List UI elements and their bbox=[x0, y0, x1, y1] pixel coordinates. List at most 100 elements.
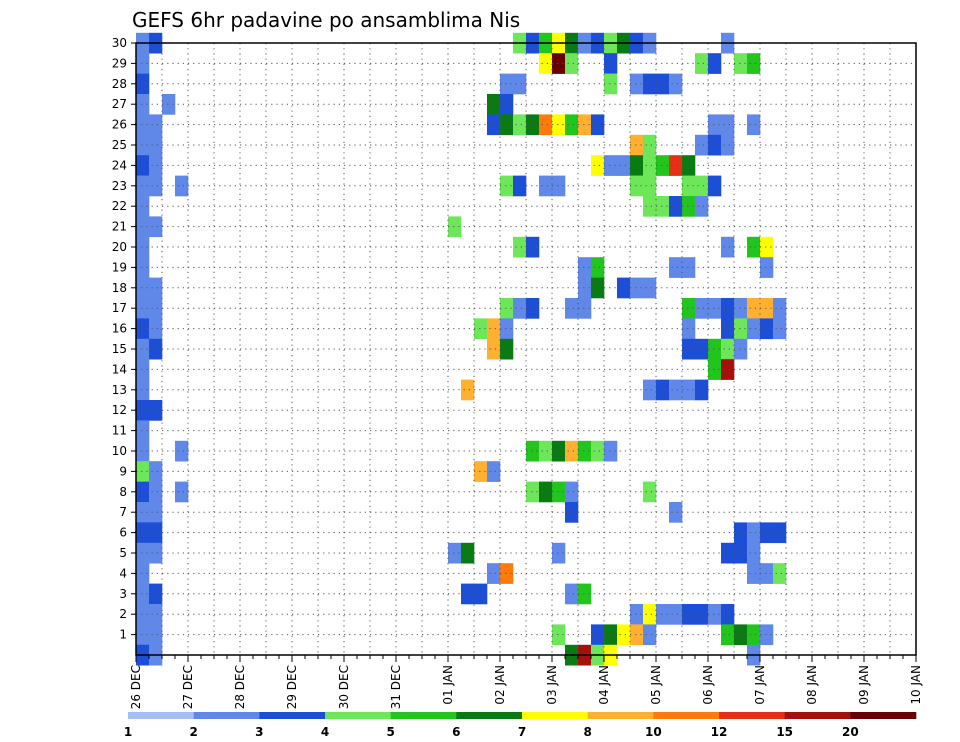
heatmap-cell bbox=[604, 53, 618, 74]
heatmap-cell bbox=[630, 73, 644, 95]
heatmap-cell bbox=[474, 318, 488, 340]
x-tick-label: 05 JAN bbox=[649, 665, 663, 705]
heatmap-cell bbox=[643, 624, 657, 646]
y-tick-label: 3 bbox=[119, 587, 127, 601]
heatmap-cell bbox=[630, 134, 644, 156]
heatmap-cell bbox=[656, 604, 670, 625]
heatmap-cell bbox=[747, 624, 761, 646]
heatmap-cell bbox=[149, 542, 163, 564]
x-tick-label: 31 DEC bbox=[389, 665, 403, 709]
legend-label: 20 bbox=[842, 725, 859, 739]
heatmap-cell bbox=[630, 175, 644, 197]
heatmap-cell bbox=[591, 277, 605, 299]
chart-title: GEFS 6hr padavine po ansamblima Nis bbox=[132, 8, 520, 32]
heatmap-cell bbox=[136, 257, 150, 278]
heatmap-cell bbox=[136, 604, 150, 625]
heatmap-cell bbox=[136, 481, 150, 503]
heatmap-cell bbox=[747, 542, 761, 564]
heatmap-cell bbox=[630, 155, 644, 176]
heatmap-cell bbox=[721, 318, 735, 340]
x-tick-label: 29 DEC bbox=[285, 665, 299, 709]
heatmap-cell bbox=[617, 277, 631, 299]
heatmap-cell bbox=[682, 379, 696, 401]
y-tick-label: 1 bbox=[119, 628, 127, 642]
heatmap-cell bbox=[591, 440, 605, 462]
heatmap-cell bbox=[682, 175, 696, 197]
heatmap-cell bbox=[773, 318, 787, 340]
heatmap-cell bbox=[175, 481, 189, 503]
heatmap-cell bbox=[734, 624, 748, 646]
heatmap-cell bbox=[149, 502, 163, 523]
heatmap-cell bbox=[578, 114, 592, 136]
legend-swatch bbox=[128, 712, 194, 719]
y-tick-label: 11 bbox=[112, 424, 127, 438]
heatmap-cell bbox=[487, 114, 501, 136]
legend-swatch bbox=[587, 712, 654, 719]
x-tick-label: 10 JAN bbox=[909, 665, 923, 705]
heatmap-cell bbox=[565, 502, 579, 523]
heatmap-cell bbox=[578, 277, 592, 299]
heatmap-cell bbox=[760, 318, 774, 340]
heatmap-cell bbox=[669, 196, 683, 217]
heatmap-cell bbox=[136, 420, 150, 442]
heatmap-cell bbox=[578, 298, 592, 319]
heatmap-cell bbox=[526, 481, 540, 503]
legend-swatch bbox=[784, 712, 851, 719]
heatmap-cell bbox=[513, 175, 527, 197]
heatmap-cell bbox=[734, 318, 748, 340]
heatmap-cell bbox=[526, 440, 540, 462]
heatmap-cell bbox=[669, 604, 683, 625]
heatmap-cell bbox=[513, 114, 527, 136]
heatmap-cell bbox=[500, 338, 514, 360]
heatmap-cell bbox=[760, 236, 774, 258]
heatmap-cell bbox=[604, 624, 618, 646]
x-tick-label: 03 JAN bbox=[545, 665, 559, 705]
heatmap-cell bbox=[747, 114, 761, 136]
y-tick-label: 28 bbox=[112, 77, 127, 91]
heatmap-cell bbox=[448, 542, 462, 564]
heatmap-cell bbox=[708, 114, 722, 136]
heatmap-cell bbox=[747, 522, 761, 544]
heatmap-cell bbox=[539, 481, 553, 503]
heatmap-cell bbox=[747, 236, 761, 258]
legend-label: 8 bbox=[583, 725, 591, 739]
x-tick-label: 27 DEC bbox=[181, 665, 195, 709]
y-tick-label: 8 bbox=[119, 485, 127, 499]
legend-swatch bbox=[259, 712, 326, 719]
heatmap-cell bbox=[591, 155, 605, 176]
heatmap-cell bbox=[136, 94, 150, 115]
heatmap-cell bbox=[136, 134, 150, 156]
heatmap-cell bbox=[487, 563, 501, 584]
y-tick-label: 4 bbox=[119, 566, 127, 580]
heatmap-cell bbox=[136, 114, 150, 136]
heatmap-cell bbox=[149, 583, 163, 605]
heatmap-cell bbox=[682, 196, 696, 217]
heatmap-cell bbox=[604, 73, 618, 95]
heatmap-cell bbox=[136, 624, 150, 646]
legend-label: 15 bbox=[776, 725, 793, 739]
heatmap-cell bbox=[695, 134, 709, 156]
heatmap-cell bbox=[136, 277, 150, 299]
y-tick-label: 13 bbox=[112, 383, 127, 397]
heatmap-cell bbox=[136, 155, 150, 176]
heatmap-cell bbox=[565, 114, 579, 136]
heatmap-cell bbox=[565, 298, 579, 319]
legend-swatch bbox=[522, 712, 588, 719]
heatmap-cell bbox=[760, 522, 774, 544]
heatmap-cell bbox=[643, 175, 657, 197]
heatmap-cell bbox=[500, 94, 514, 115]
heatmap-cell bbox=[552, 53, 566, 74]
y-tick-label: 26 bbox=[112, 118, 127, 132]
heatmap-cell bbox=[760, 563, 774, 584]
heatmap-cell bbox=[461, 583, 475, 605]
y-tick-label: 18 bbox=[112, 281, 127, 295]
heatmap-cell bbox=[136, 298, 150, 319]
y-tick-label: 21 bbox=[112, 220, 127, 234]
legend-label: 12 bbox=[711, 725, 728, 739]
heatmap-cell bbox=[552, 440, 566, 462]
heatmap-cell bbox=[747, 563, 761, 584]
y-tick-label: 22 bbox=[112, 199, 127, 213]
heatmap-cell bbox=[695, 338, 709, 360]
heatmap-cell bbox=[773, 298, 787, 319]
